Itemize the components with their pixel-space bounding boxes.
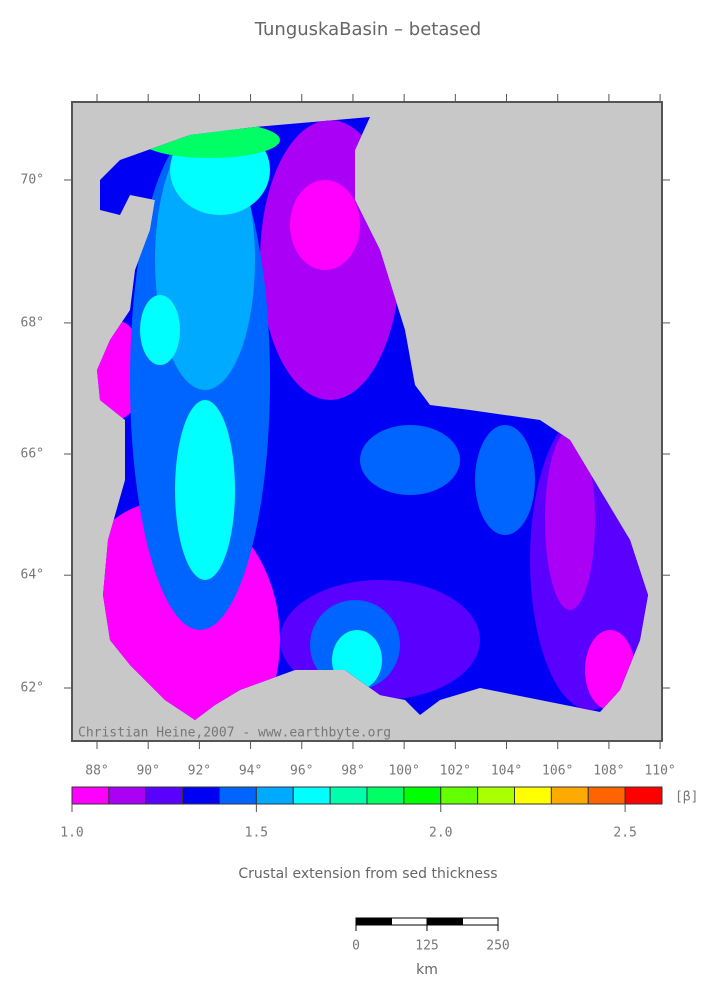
scalebar-segment [391,917,428,926]
lon-label: 88° [85,764,108,779]
scalebar-segment [355,917,392,926]
colorbar-label: 2.5 [613,826,636,841]
lon-label: 90° [136,764,159,779]
lon-label: 100° [388,764,419,779]
scalebar-label: 125 [415,939,438,954]
colorbar-label: 1.5 [245,826,268,841]
colorbar-swatch [514,786,552,805]
colorbar-swatch [182,786,220,805]
colorbar-label: 2.0 [429,826,452,841]
graticule: 88° 90° 92° 94° 96° 98° 100° 102° 104° 106° 108° 11… [21,94,676,779]
lat-label: 68° [21,315,44,330]
scalebar-label: 250 [486,939,509,954]
lon-label: 108° [593,764,624,779]
colorbar-unit: [β] [675,790,698,805]
colorbar-label: 1.0 [60,826,83,841]
scalebar: 0 125 250 km [352,917,510,978]
credit: Christian Heine,2007 - www.earthbyte.org [78,726,391,741]
colorbar-swatch [440,786,479,805]
lon-label: 92° [188,764,211,779]
lon-label: 94° [239,764,262,779]
colorbar-swatch [550,786,589,805]
lon-label: 104° [491,764,522,779]
colorbar-swatch [477,786,515,805]
scalebar-segment [426,917,463,926]
colorbar-swatch [255,786,294,805]
colorbar: 1.0 1.5 2.0 2.5 [β] [60,786,698,841]
lat-label: 70° [21,172,44,187]
lon-label: 96° [290,764,313,779]
colorbar-swatch [403,786,442,805]
lon-label: 98° [341,764,364,779]
lon-label: 102° [440,764,471,779]
colorbar-swatch [219,786,257,805]
colorbar-swatch [71,786,110,805]
scalebar-segment [462,917,499,926]
map-frame [71,101,663,742]
colorbar-caption: Crustal extension from sed thickness [238,866,497,882]
lat-label: 66° [21,447,44,462]
lat-label: 62° [21,681,44,696]
colorbar-swatch [108,786,147,805]
lat-label: 64° [21,568,44,583]
scalebar-label: 0 [352,939,360,954]
colorbar-swatch [366,786,405,805]
colorbar-swatch [587,786,626,805]
lon-label: 106° [542,764,573,779]
scalebar-unit: km [416,962,438,978]
colorbar-swatch [624,786,663,805]
colorbar-swatch [145,786,184,805]
colorbar-swatch [292,786,331,805]
colorbar-swatch [329,786,368,805]
title: TunguskaBasin – betased [254,19,482,40]
lon-label: 110° [644,764,675,779]
